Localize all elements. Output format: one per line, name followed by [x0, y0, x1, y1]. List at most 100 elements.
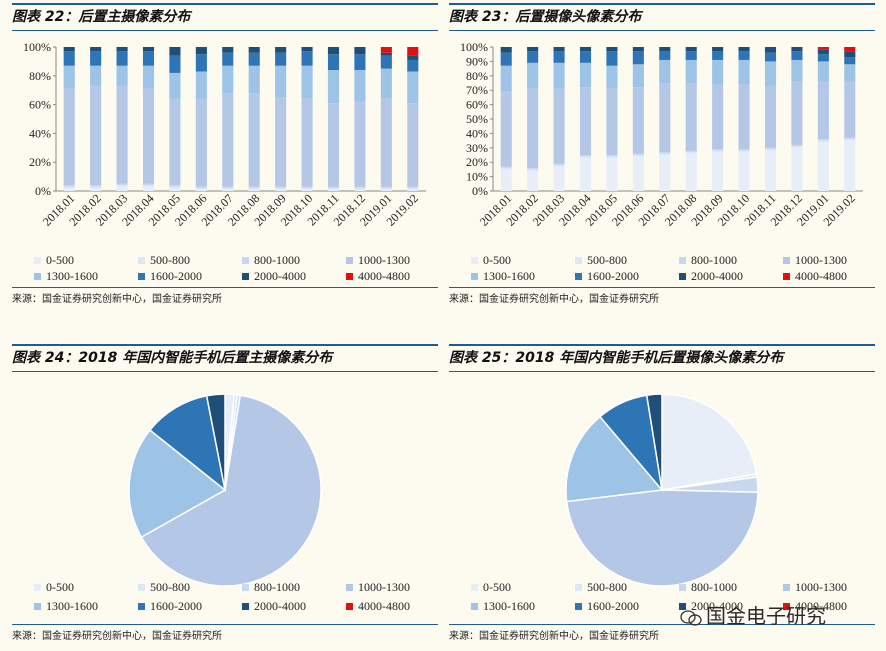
y-tick-label: 50%	[466, 112, 488, 126]
legend-label: 800-1000	[254, 253, 300, 267]
legend-swatch	[138, 273, 145, 280]
legend-swatch	[242, 584, 249, 591]
legend-label: 500-800	[587, 580, 627, 594]
legend-label: 2000-4000	[254, 269, 306, 283]
bar-segment	[354, 101, 366, 187]
bar-segment	[116, 47, 128, 52]
bar-segment	[380, 47, 392, 53]
bar-segment	[195, 186, 207, 189]
bar-segment	[222, 52, 234, 66]
bar-segment	[116, 65, 128, 86]
bar-segment	[659, 83, 671, 153]
legend-swatch	[471, 273, 478, 280]
bar-segment	[407, 188, 419, 190]
bar-segment	[527, 170, 539, 191]
bar-segment	[844, 81, 856, 138]
legend-label: 800-1000	[691, 580, 737, 594]
y-tick-label: 30%	[466, 141, 488, 155]
bar-segment	[327, 103, 340, 187]
bar-segment	[817, 61, 829, 82]
bar-segment	[116, 85, 128, 184]
pie-slice	[205, 393, 226, 491]
bar-segment	[712, 149, 724, 151]
legend-swatch	[471, 584, 478, 591]
bar-segment	[90, 85, 102, 186]
legend-swatch	[138, 584, 145, 591]
legend-label: 1300-1600	[46, 269, 98, 283]
legend-label: 1600-2000	[150, 599, 202, 613]
source-rule	[449, 287, 875, 288]
bar-segment	[380, 52, 392, 56]
bar-segment	[791, 59, 803, 82]
bar-segment	[659, 51, 671, 60]
bar-segment	[275, 97, 287, 187]
bar-segment	[500, 91, 512, 167]
bar-segment	[248, 189, 260, 191]
bar-segment	[301, 51, 313, 66]
bar-segment	[844, 64, 856, 82]
bar-segment	[407, 47, 419, 56]
bar-segment	[659, 155, 671, 191]
bar-segment	[579, 155, 592, 157]
legend-label: 0-500	[46, 253, 74, 267]
bar-segment	[169, 186, 181, 189]
bar-segment	[685, 83, 697, 151]
bar-segment	[116, 183, 128, 186]
bar-segment	[354, 186, 366, 189]
legend-label: 1300-1600	[483, 599, 535, 613]
bar-segment	[380, 189, 392, 191]
wechat-icon	[680, 609, 702, 626]
bar-segment	[90, 47, 102, 52]
legend-swatch	[783, 603, 790, 610]
bar-segment	[553, 165, 565, 167]
legend-swatch	[471, 603, 478, 610]
bar-segment	[659, 59, 671, 83]
legend-label: 1600-2000	[150, 269, 202, 283]
bar-segment	[685, 59, 697, 83]
bar-segment	[791, 47, 803, 52]
legend-swatch	[783, 257, 790, 264]
y-tick-label: 20%	[29, 155, 51, 169]
legend-label: 1300-1600	[483, 269, 535, 283]
bar-segment	[63, 88, 75, 186]
legend-label: 500-800	[150, 580, 190, 594]
bar-segment	[579, 62, 592, 88]
pie-chart: 0-500 500-800 800-1000 1000-1300 1300-1600 16…	[34, 393, 410, 613]
legend-label: 500-800	[150, 253, 190, 267]
bar-segment	[248, 188, 260, 190]
source-rule	[12, 624, 438, 625]
bar-segment	[327, 54, 340, 71]
bar-segment	[142, 51, 155, 66]
bar-segment	[500, 166, 512, 168]
legend-swatch	[138, 257, 145, 264]
bar-segment	[195, 54, 207, 72]
legend-label: 4000-4800	[358, 599, 410, 613]
y-tick-label: 40%	[466, 126, 488, 140]
y-tick-label: 60%	[29, 98, 51, 112]
bar-segment	[500, 65, 512, 92]
bar-segment	[844, 139, 856, 141]
bar-segment	[659, 153, 671, 155]
bar-segment	[301, 98, 313, 187]
bar-segment	[844, 47, 856, 52]
legend-swatch	[575, 273, 582, 280]
y-tick-label: 40%	[29, 126, 51, 140]
y-tick-label: 70%	[466, 83, 488, 97]
legend-label: 1000-1300	[795, 253, 847, 267]
bar-segment	[354, 47, 366, 55]
bar-segment	[142, 65, 155, 89]
bar-segment	[712, 150, 724, 153]
bar-segment	[142, 186, 155, 191]
legend-swatch	[34, 603, 41, 610]
bar-segment	[90, 186, 102, 189]
legend-label: 2000-4000	[691, 269, 743, 283]
bar-segment	[632, 87, 644, 154]
bar-segment	[63, 51, 75, 66]
legend-label: 500-800	[587, 253, 627, 267]
bar-segment	[579, 87, 592, 155]
bar-segment	[606, 47, 618, 52]
watermark: 国金电子研究	[680, 600, 826, 629]
y-tick-label: 10%	[466, 170, 488, 184]
bar-segment	[738, 47, 750, 52]
bar-segment	[142, 88, 155, 184]
